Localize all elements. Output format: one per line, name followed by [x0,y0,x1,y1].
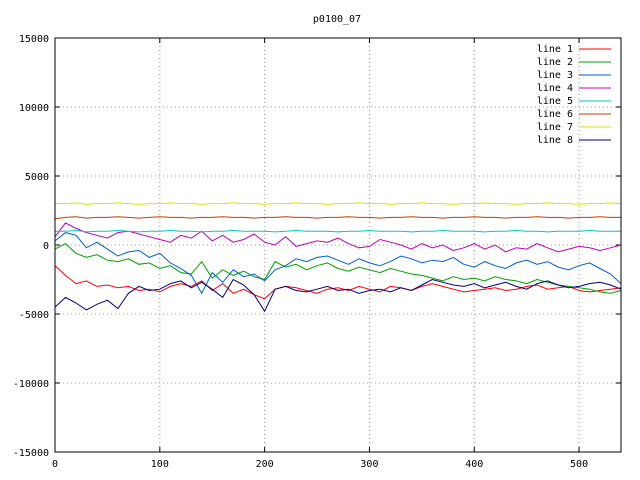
legend-label: line 5 [537,96,573,107]
legend-label: line 4 [537,83,573,94]
legend-label: line 2 [537,57,573,68]
y-tick-label: -5000 [19,310,49,321]
legend-label: line 3 [537,70,573,81]
y-tick-label: 0 [43,241,49,252]
y-tick-label: 5000 [25,172,49,183]
x-tick-label: 0 [52,459,58,470]
legend-label: line 1 [537,44,573,55]
series-line-4 [54,222,622,253]
y-tick-label: -10000 [13,379,49,390]
series-line-7 [55,202,622,205]
x-tick-label: 500 [570,459,588,470]
series-line-6 [54,216,621,220]
legend-label: line 6 [537,109,573,120]
y-tick-label: 10000 [19,103,49,114]
x-tick-label: 300 [360,459,378,470]
legend-label: line 8 [537,135,573,146]
series-line-3 [54,232,622,295]
y-tick-label: -15000 [13,448,49,459]
x-tick-label: 100 [151,459,169,470]
series-line-2 [54,242,622,294]
y-tick-label: 15000 [19,34,49,45]
chart-title: p0100_07 [313,14,361,25]
series-line-8 [54,278,622,313]
axis-ticks: 0 100 200 300 400 500 -15000 -10000 -5000 0 5000 10… [13,34,621,470]
legend-label: line 7 [537,122,573,133]
series-lines [54,202,622,313]
x-tick-label: 400 [465,459,483,470]
x-tick-label: 200 [256,459,274,470]
plot-frame [54,37,622,453]
series-line-5 [55,229,621,233]
series-line-1 [54,265,622,300]
grid [55,38,621,452]
legend: line 1 line 2 line 3 line 4 line 5 line 6 line… [537,44,611,146]
